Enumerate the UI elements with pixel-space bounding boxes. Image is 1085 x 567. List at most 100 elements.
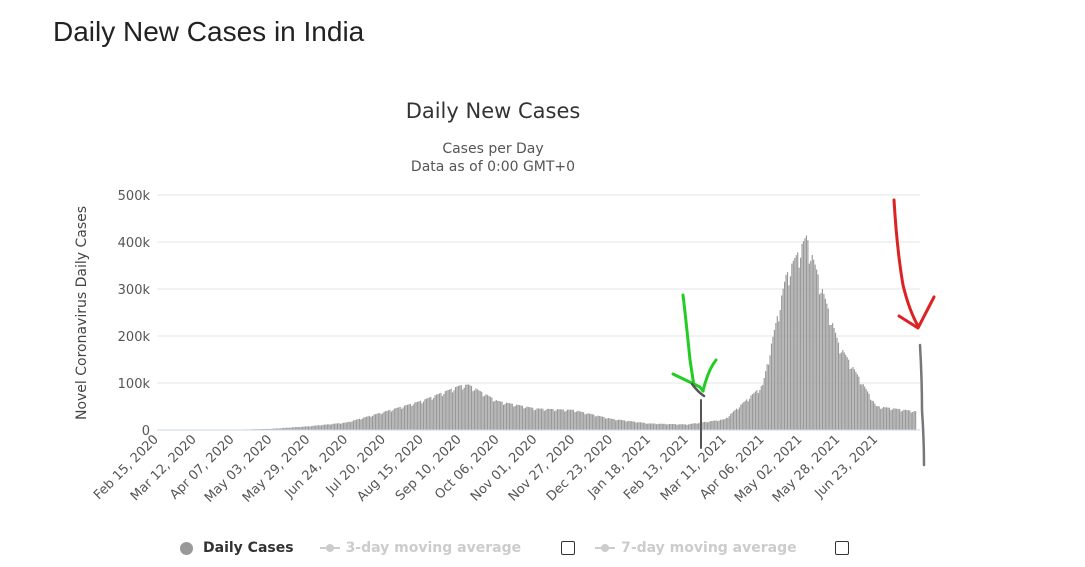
daily-case-bar[interactable] [909, 410, 911, 430]
daily-case-bar[interactable] [692, 423, 694, 430]
daily-case-bar[interactable] [782, 288, 784, 430]
daily-case-bar[interactable] [792, 260, 794, 430]
daily-case-bar[interactable] [580, 411, 582, 430]
daily-case-bar[interactable] [800, 257, 802, 430]
daily-case-bar[interactable] [419, 400, 422, 430]
daily-case-bar[interactable] [406, 404, 409, 430]
daily-case-bar[interactable] [600, 416, 602, 430]
checkbox-7day-average[interactable] [834, 541, 849, 555]
daily-case-bar[interactable] [616, 420, 618, 430]
daily-case-bar[interactable] [717, 421, 719, 430]
daily-case-bar[interactable] [814, 264, 816, 430]
daily-case-bar[interactable] [510, 403, 512, 430]
daily-case-bar[interactable] [433, 397, 435, 430]
daily-case-bar[interactable] [530, 407, 532, 430]
daily-case-bar[interactable] [565, 410, 567, 430]
daily-case-bar[interactable] [414, 402, 416, 430]
daily-case-bar[interactable] [300, 426, 302, 430]
daily-case-bar[interactable] [862, 384, 864, 430]
daily-case-bar[interactable] [484, 395, 486, 430]
daily-case-bar[interactable] [724, 419, 726, 430]
daily-case-bar[interactable] [596, 416, 598, 430]
daily-case-bar[interactable] [449, 389, 451, 430]
daily-case-bar[interactable] [302, 426, 304, 430]
daily-case-bar[interactable] [463, 387, 465, 430]
daily-case-bar[interactable] [839, 353, 841, 430]
daily-case-bar[interactable] [855, 371, 857, 430]
daily-case-bar[interactable] [434, 395, 436, 430]
daily-case-bar[interactable] [626, 421, 628, 430]
daily-case-bar[interactable] [607, 418, 609, 430]
daily-case-bar[interactable] [456, 386, 458, 430]
daily-case-bar[interactable] [877, 406, 879, 430]
daily-case-bar[interactable] [313, 425, 315, 430]
daily-case-bar[interactable] [789, 276, 791, 430]
daily-case-bar[interactable] [374, 414, 376, 430]
daily-case-bar[interactable] [572, 409, 575, 430]
daily-case-bar[interactable] [370, 416, 372, 430]
daily-case-bar[interactable] [635, 422, 637, 430]
daily-case-bar[interactable] [632, 421, 634, 430]
daily-case-bar[interactable] [638, 422, 640, 430]
daily-case-bar[interactable] [472, 391, 474, 430]
daily-case-bar[interactable] [903, 409, 905, 430]
daily-case-bar[interactable] [424, 399, 426, 430]
daily-case-bar[interactable] [316, 425, 318, 430]
daily-case-bar[interactable] [912, 411, 914, 430]
daily-case-bar[interactable] [856, 374, 858, 430]
daily-case-bar[interactable] [878, 406, 880, 430]
daily-case-bar[interactable] [821, 289, 824, 430]
daily-case-bar[interactable] [387, 410, 390, 430]
daily-case-bar[interactable] [705, 421, 707, 430]
daily-case-bar[interactable] [377, 413, 379, 430]
daily-case-bar[interactable] [864, 386, 866, 430]
daily-case-bar[interactable] [408, 404, 410, 430]
daily-case-bar[interactable] [639, 422, 642, 430]
daily-case-bar[interactable] [913, 411, 915, 430]
daily-case-bar[interactable] [489, 396, 492, 430]
daily-case-bar[interactable] [826, 303, 828, 430]
daily-case-bar[interactable] [750, 395, 752, 430]
daily-case-bar[interactable] [417, 401, 419, 430]
daily-case-bar[interactable] [601, 416, 604, 430]
daily-case-bar[interactable] [910, 412, 912, 430]
legend-item-7day-average[interactable]: 7-day moving average [595, 540, 797, 556]
daily-case-bar[interactable] [727, 417, 729, 430]
daily-case-bar[interactable] [328, 424, 330, 430]
daily-case-bar[interactable] [883, 406, 885, 430]
daily-case-bar[interactable] [575, 411, 577, 430]
daily-case-bar[interactable] [657, 424, 659, 430]
daily-case-bar[interactable] [422, 401, 425, 430]
daily-case-bar[interactable] [468, 384, 470, 430]
daily-case-bar[interactable] [558, 409, 560, 430]
daily-case-bar[interactable] [310, 426, 312, 430]
daily-case-bar[interactable] [813, 259, 815, 430]
daily-case-bar[interactable] [754, 391, 757, 430]
daily-case-bar[interactable] [834, 332, 837, 430]
daily-case-bar[interactable] [299, 427, 301, 430]
daily-case-bar[interactable] [722, 419, 724, 430]
daily-case-bar[interactable] [591, 414, 593, 430]
daily-case-bar[interactable] [709, 421, 711, 430]
daily-case-bar[interactable] [546, 408, 548, 430]
daily-case-bar[interactable] [548, 408, 550, 430]
daily-case-bar[interactable] [281, 428, 283, 430]
daily-case-bar[interactable] [363, 417, 365, 430]
daily-case-bar[interactable] [569, 409, 572, 430]
daily-case-bar[interactable] [283, 427, 285, 430]
daily-case-bar[interactable] [549, 408, 551, 430]
daily-case-bar[interactable] [537, 408, 540, 430]
daily-case-bar[interactable] [275, 428, 277, 430]
daily-case-bar[interactable] [849, 368, 851, 430]
daily-case-bar[interactable] [521, 405, 524, 430]
daily-case-bar[interactable] [664, 423, 666, 430]
daily-case-bar[interactable] [339, 423, 342, 430]
daily-case-bar[interactable] [335, 423, 337, 430]
daily-case-bar[interactable] [460, 385, 462, 430]
daily-case-bar[interactable] [679, 424, 681, 430]
daily-case-bar[interactable] [271, 428, 273, 430]
daily-case-bar[interactable] [670, 423, 672, 430]
daily-case-bar[interactable] [267, 428, 269, 430]
daily-case-bar[interactable] [551, 408, 553, 430]
daily-case-bar[interactable] [861, 384, 863, 430]
